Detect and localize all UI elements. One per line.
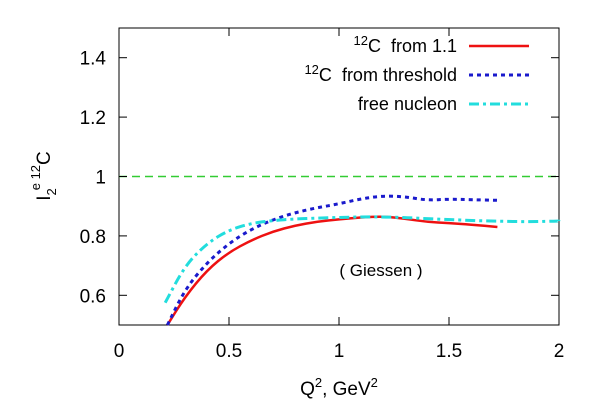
y-tick-label: 1.2 <box>80 108 106 129</box>
legend-element: C <box>368 36 391 56</box>
y-axis-label-base: I <box>34 196 55 201</box>
series-line-2 <box>166 194 498 326</box>
y-tick-label: 1.4 <box>80 49 107 70</box>
y-axis-label-tail: C <box>34 151 55 165</box>
legend-isotope-mass: 12 <box>304 62 318 77</box>
annotation-label: ( Giessen ) <box>339 261 422 280</box>
y-tick-label: 0.6 <box>80 286 106 307</box>
x-axis-label-mid: , GeV <box>322 379 371 400</box>
legend-label-1: 12C from 1.1 <box>353 33 457 56</box>
legend-name: from 1.1 <box>391 36 457 56</box>
series-layer <box>163 194 561 326</box>
tick-layer: 0 0.5 1 1.5 2 0.6 0.8 1 1.2 1.4 <box>80 28 565 362</box>
legend-isotope-mass: 12 <box>353 33 367 48</box>
legend-name: free nucleon <box>358 94 457 114</box>
x-tick-label: 1.5 <box>436 341 462 362</box>
legend-element: C <box>319 65 342 85</box>
legend-label-2: 12C from threshold <box>304 62 457 85</box>
legend-name: from threshold <box>342 65 457 85</box>
x-axis-label-sup: 2 <box>315 375 322 390</box>
series-line-3 <box>163 215 561 304</box>
x-axis-label-base: Q <box>300 379 315 400</box>
y-tick-label: 1 <box>95 168 106 189</box>
y-axis-label: I2e 12C <box>28 151 59 201</box>
x-tick-label: 2 <box>554 341 565 362</box>
y-tick-label: 0.8 <box>80 227 106 248</box>
series-line-1 <box>166 215 498 326</box>
y-axis-label-sup: e 12 <box>28 165 43 190</box>
x-tick-label: 1 <box>334 341 345 362</box>
x-axis-label-sup2: 2 <box>371 375 378 390</box>
legend-label-3: free nucleon <box>358 94 457 114</box>
x-tick-label: 0.5 <box>216 341 242 362</box>
y-axis-label-sub: 2 <box>44 188 59 195</box>
x-axis-label: Q2, GeV2 <box>300 375 378 400</box>
x-tick-label: 0 <box>114 341 125 362</box>
